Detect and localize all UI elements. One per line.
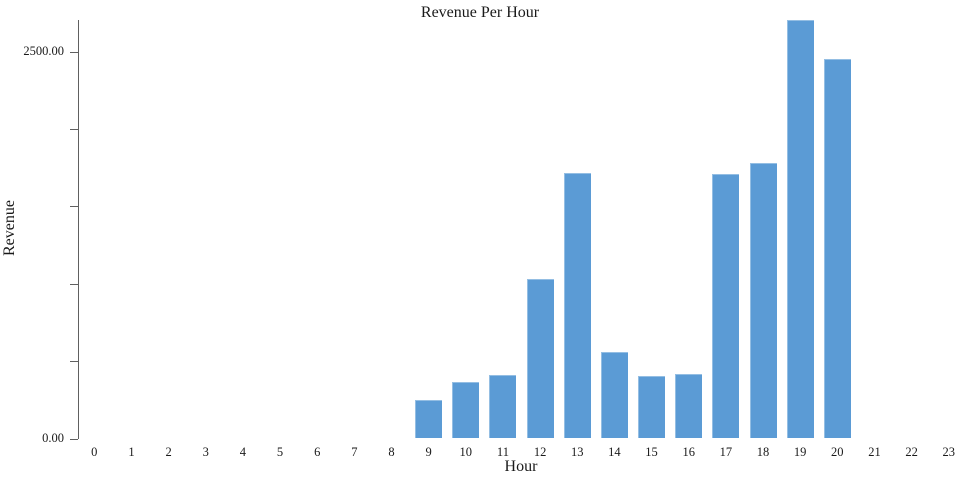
- bar-hour-19: [786, 19, 814, 439]
- x-tick-label-16: 16: [682, 445, 695, 459]
- x-tick-label-8: 8: [388, 445, 395, 459]
- y-tick: [70, 51, 78, 53]
- x-tick-label-22: 22: [905, 445, 918, 459]
- x-tick-label-9: 9: [425, 445, 432, 459]
- y-tick-label: 0.00: [42, 431, 64, 445]
- x-tick-label-12: 12: [533, 445, 547, 459]
- x-tick-label-7: 7: [351, 445, 358, 459]
- x-tick-label-11: 11: [496, 445, 509, 459]
- y-axis-label: Revenue: [1, 200, 18, 256]
- x-tick-label-15: 15: [645, 445, 658, 459]
- y-tick: [70, 128, 78, 130]
- x-tick-label-2: 2: [165, 445, 172, 459]
- bar-hour-14: [600, 351, 628, 439]
- chart-title: Revenue Per Hour: [420, 4, 540, 21]
- bar-hour-10: [452, 382, 480, 439]
- x-tick-label-1: 1: [128, 445, 135, 459]
- x-tick-label-3: 3: [202, 445, 209, 459]
- bar-hour-11: [489, 375, 517, 439]
- bar-hour-9: [415, 399, 443, 439]
- y-tick: [70, 438, 78, 440]
- x-axis-label: Hour: [504, 458, 538, 475]
- bar-hour-20: [823, 58, 851, 439]
- x-tick-label-6: 6: [314, 445, 321, 459]
- x-tick-label-19: 19: [793, 445, 807, 459]
- x-tick-label-10: 10: [459, 445, 473, 459]
- y-tick: [70, 361, 78, 363]
- bar-hour-15: [638, 375, 666, 439]
- bar-hour-18: [749, 163, 777, 439]
- x-tick-label-17: 17: [719, 445, 733, 459]
- bar-hour-13: [563, 173, 591, 439]
- y-tick: [70, 206, 78, 208]
- bar-hour-16: [675, 373, 703, 439]
- x-tick-label-14: 14: [608, 445, 621, 459]
- bar-hour-12: [526, 279, 554, 439]
- x-tick-label-5: 5: [276, 445, 284, 459]
- y-axis-spine: [78, 19, 79, 440]
- x-tick-label-13: 13: [571, 445, 584, 459]
- x-tick-label-18: 18: [756, 445, 770, 459]
- x-tick-label-21: 21: [868, 445, 881, 459]
- bar-hour-17: [712, 173, 740, 439]
- y-tick-label: 2500.00: [23, 44, 64, 58]
- x-tick-label-23: 23: [942, 445, 956, 459]
- x-tick-label-20: 20: [831, 445, 844, 459]
- y-tick: [70, 283, 78, 285]
- x-tick-label-4: 4: [239, 445, 247, 459]
- x-tick-label-0: 0: [91, 445, 98, 459]
